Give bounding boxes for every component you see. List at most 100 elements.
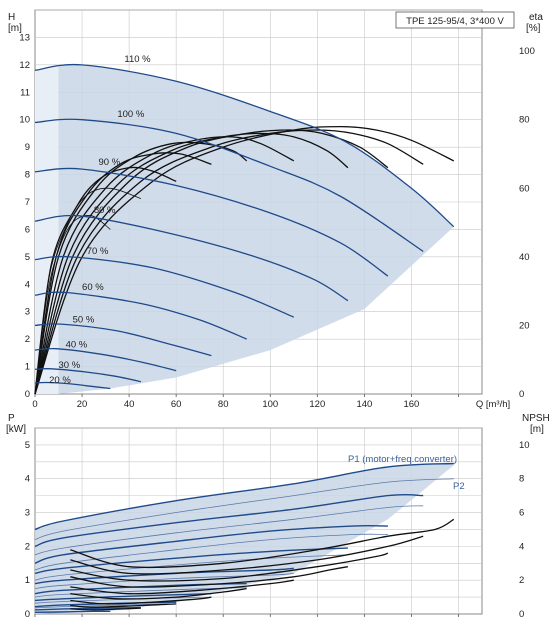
- npsh-curve: [70, 552, 389, 582]
- qh-speed-curve: [34, 167, 389, 277]
- eta-curve: [34, 215, 111, 395]
- npsh-curve: [70, 596, 212, 605]
- p2-curve: [34, 596, 212, 604]
- p-axis-label: P: [8, 413, 15, 424]
- p2-curve: [34, 573, 294, 589]
- p1-curve: [34, 462, 454, 531]
- eta-curve: [34, 125, 455, 395]
- speed-label: 70 %: [87, 246, 109, 257]
- eta-y-tick: 60: [519, 183, 530, 194]
- p1-series-label: P1 (motor+freq.converter): [348, 454, 457, 465]
- p2-curve: [34, 478, 454, 540]
- qh-y-tick: 13: [19, 32, 30, 43]
- speed-label: 60 %: [82, 282, 104, 293]
- p2-curve: [34, 554, 348, 581]
- npsh-y-tick: 6: [519, 508, 524, 519]
- p1-curve: [34, 547, 348, 575]
- qh-y-tick: 6: [25, 224, 30, 235]
- p1-curves: [34, 462, 454, 613]
- qh-y-tick: 4: [25, 279, 30, 290]
- qh-x-tick: 80: [218, 399, 229, 410]
- npsh-curves: [70, 518, 455, 611]
- power-y-tick: 5: [25, 440, 30, 451]
- speed-label: 40 %: [66, 339, 88, 350]
- qh-speed-curve: [34, 255, 295, 318]
- qh-y-tick: 11: [20, 87, 30, 98]
- qh-x-tick: 60: [171, 399, 182, 410]
- npsh-y-tick: 0: [519, 609, 524, 620]
- npsh-y-tick: 2: [519, 575, 524, 586]
- p1-curve: [34, 593, 212, 602]
- chart-title: TPE 125-95/4, 3*400 V: [406, 16, 504, 27]
- qh-y-tick: 0: [25, 389, 30, 400]
- p1-curve: [34, 606, 141, 611]
- npsh-curve: [70, 566, 349, 588]
- eta-axis-unit: [%]: [526, 23, 541, 34]
- qh-speed-curves: [34, 63, 455, 390]
- eta-y-tick: 80: [519, 115, 530, 126]
- eta-y-tick: 40: [519, 252, 530, 263]
- qh-x-tick: 160: [403, 399, 419, 410]
- eta-curve: [34, 152, 212, 395]
- qh-speed-curve: [34, 291, 247, 340]
- qh-y-tick: 10: [19, 115, 30, 126]
- qh-x-tick: Q [m³/h]: [476, 399, 510, 410]
- npsh-curve: [70, 579, 294, 595]
- power-y-tick: 2: [25, 541, 30, 552]
- qh-x-tick: 140: [356, 399, 372, 410]
- eta-y-tick: 0: [519, 389, 524, 400]
- power-axis-ticks: 0 1 2 3 4 5 0 2 4 6 8 10: [25, 440, 530, 620]
- npsh-y-tick: 10: [519, 440, 530, 451]
- title-box: [395, 11, 515, 29]
- speed-label: 100 %: [117, 109, 144, 120]
- qh-speed-curve: [34, 118, 424, 252]
- npsh-curve: [70, 518, 455, 569]
- qh-y-tick: 8: [25, 170, 30, 181]
- qh-speed-curve: [34, 63, 455, 228]
- p1-curve: [34, 610, 111, 613]
- qh-speed-curve: [34, 368, 142, 383]
- speed-label: 30 %: [59, 360, 81, 371]
- speed-label: 50 %: [73, 315, 95, 326]
- qh-y-tick: 5: [25, 252, 30, 263]
- qh-y-tick: 1: [25, 362, 30, 373]
- npsh-curve: [70, 607, 141, 611]
- qh-x-tick: 120: [309, 399, 325, 410]
- qh-envelope-area: [35, 64, 454, 394]
- qh-y-tick: 9: [25, 142, 30, 153]
- qh-speed-curve: [34, 323, 212, 357]
- p2-series-label: P2: [453, 481, 465, 492]
- qh-x-tick: 40: [124, 399, 135, 410]
- qh-y-tick: 3: [25, 307, 30, 318]
- qh-y-tick: 2: [25, 334, 30, 345]
- qh-axis-ticks: 0 20 40 60 80 100 120 140 160 Q [m³/h]01234567891…: [19, 32, 534, 410]
- eta-y-tick: 20: [519, 320, 530, 331]
- npsh-axis-label: NPSH: [522, 413, 550, 424]
- qh-speed-labels: 110 % 100 % 90 % 80 % 70 % 60 % 50 % 40 % 30 % 20…: [49, 54, 151, 386]
- npsh-curve: [70, 535, 424, 575]
- qh-x-tick: 0: [32, 399, 37, 410]
- eta-curve: [34, 141, 248, 395]
- qh-speed-curve: [34, 381, 111, 390]
- eta-y-tick: 100: [519, 46, 535, 57]
- qh-speed-curve: [34, 347, 177, 372]
- power-y-tick: 0: [25, 609, 30, 620]
- qh-y-tick: 7: [25, 197, 30, 208]
- npsh-y-tick: 8: [519, 474, 524, 485]
- npsh-curve: [70, 587, 247, 600]
- p-axis-unit: [kW]: [6, 424, 26, 435]
- npsh-axis-unit: [m]: [530, 424, 544, 435]
- qh-x-tick: 100: [262, 399, 278, 410]
- qh-x-tick: 20: [77, 399, 88, 410]
- qh-speed-curve: [34, 214, 349, 302]
- power-y-tick: 3: [25, 508, 30, 519]
- p2-curve: [34, 505, 424, 556]
- eta-axis-label: eta: [529, 12, 543, 23]
- npsh-curve: [70, 603, 177, 608]
- speed-label: 80 %: [94, 205, 116, 216]
- eta-curve: [34, 136, 295, 395]
- power-y-tick: 1: [25, 575, 30, 586]
- h-axis-label: H: [8, 12, 15, 23]
